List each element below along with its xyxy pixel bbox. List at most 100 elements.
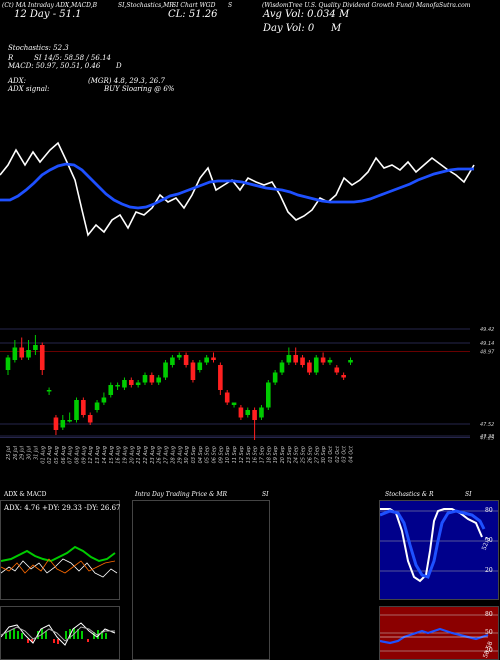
candle-body [293, 355, 298, 363]
date-label: 17 Sep [259, 446, 265, 463]
indicator-blue-ma [0, 162, 474, 210]
date-label: 25 Sep [301, 446, 307, 463]
candle-body [259, 407, 264, 418]
candle-body [108, 385, 114, 395]
date-label: 24 Sep [294, 446, 300, 463]
date-label: 20 Aug [129, 446, 135, 464]
candle-body [224, 392, 230, 403]
intraday-title: Intra Day Trading Price & MR [135, 491, 228, 498]
date-label: 27 Aug [164, 446, 170, 464]
adx-signal-value: BUY Sloaring @ 6% [104, 85, 175, 93]
candle-body [129, 380, 134, 385]
date-label: 13 Aug [95, 446, 101, 464]
date-label: 23 Sep [287, 446, 293, 463]
adx-panel: ADX: 4.76 +DY: 29.33 -DY: 26.67 [0, 500, 120, 600]
stoch-tick-20: 20 [485, 567, 493, 574]
adx-panel-readout: ADX: 4.76 +DY: 29.33 -DY: 26.67 [4, 504, 121, 512]
date-label: 30 Aug [184, 446, 190, 464]
candle-body [279, 362, 285, 373]
candle-body [60, 420, 66, 428]
date-label: 12 Sep [239, 446, 245, 463]
header-day-range: 12 Day - 51.1 [14, 9, 82, 20]
date-label: 04 Sep [198, 446, 204, 463]
price-label: 49.42 [480, 327, 494, 333]
date-label: 09 Sep [218, 446, 224, 463]
stochastics-lines [380, 508, 498, 583]
candle-body [300, 357, 305, 365]
date-label: 21 Aug [136, 446, 142, 464]
date-label: 25 Jul [6, 445, 12, 460]
date-label: 16 Aug [116, 446, 122, 464]
date-label: 29 Aug [177, 446, 183, 464]
date-label: 19 Aug [122, 446, 128, 464]
candle-body [272, 372, 278, 383]
price-label: 49.14 [480, 341, 494, 347]
date-label: 01 Oct [328, 445, 334, 463]
candle-body [252, 410, 257, 420]
date-label: 20 Sep [280, 446, 286, 463]
macd-panel-lines [1, 622, 116, 646]
date-label: 05 Sep [205, 446, 211, 463]
date-label: 29 Jul [20, 445, 26, 460]
adx-macd-title: ADX & MACD [4, 491, 47, 498]
adx-label: ADX: [8, 77, 27, 85]
price-label: 47.25 [480, 436, 494, 442]
date-label: 27 Sep [314, 446, 320, 463]
candle-body [87, 415, 93, 423]
macd-readout: MACD: 50.97, 50.51, 0.46 [8, 62, 101, 70]
date-label: 22 Aug [143, 446, 149, 464]
stochastics-readout: Stochastics: 52.3 [8, 44, 69, 52]
candle-body [101, 397, 107, 403]
date-label: 23 Aug [150, 446, 156, 464]
date-label: 28 Aug [170, 446, 176, 464]
candle-body [33, 345, 38, 350]
candle-body [266, 382, 271, 408]
candle-body [218, 365, 223, 390]
intraday-si: SI [262, 491, 269, 498]
candle-body [238, 407, 244, 418]
date-label: 26 Jul [13, 445, 19, 460]
date-label: 06 Aug [61, 446, 67, 464]
candle-body [122, 380, 127, 388]
date-label: 30 Sep [321, 446, 327, 463]
date-label: 02 Aug [47, 446, 53, 464]
rsi-tick-50: 50 [485, 629, 493, 636]
date-label: 10 Sep [225, 446, 231, 463]
macd-panel [0, 606, 120, 660]
candle-body [39, 345, 45, 370]
candle-body [320, 357, 326, 363]
date-label: 30 Jul [27, 445, 33, 460]
date-label: 09 Aug [81, 446, 87, 464]
candle-body [286, 355, 292, 363]
date-label: 12 Aug [88, 446, 94, 464]
rsi-readout-r: R [8, 54, 14, 62]
candle-body [5, 357, 11, 370]
stochastics-panel: 80 50 20 52.3 [379, 500, 499, 600]
rsi-tick-20: 20 [485, 647, 493, 654]
header-title-3: SI Chart WGD [172, 2, 216, 9]
date-label: 16 Sep [253, 446, 259, 463]
indicator-overview-chart [0, 141, 475, 237]
adx-panel-lines [1, 545, 118, 578]
candle-body [135, 382, 141, 385]
candle-body [115, 385, 120, 387]
candle-body [94, 402, 100, 410]
date-label: 01 Aug [40, 446, 46, 464]
stoch-si: SI [465, 491, 472, 498]
date-label: 26 Aug [157, 446, 163, 464]
candle-body [313, 357, 319, 373]
candle-body [53, 417, 59, 430]
price-label: 48.97 [480, 350, 495, 356]
rsi-lines [380, 614, 498, 652]
candle-body [26, 350, 31, 358]
rsi-tick-80: 80 [485, 611, 493, 618]
header-avg-vol-unit: M [339, 9, 350, 20]
candle-body [327, 360, 333, 363]
adx-signal-label: ADX signal: [8, 85, 50, 93]
stoch-tick-50: 50 [485, 537, 493, 544]
candle-body [19, 347, 24, 358]
price-label: 47.28 [480, 434, 494, 440]
header-day-vol-unit: M [331, 23, 342, 34]
header-title-4: S [228, 2, 233, 9]
